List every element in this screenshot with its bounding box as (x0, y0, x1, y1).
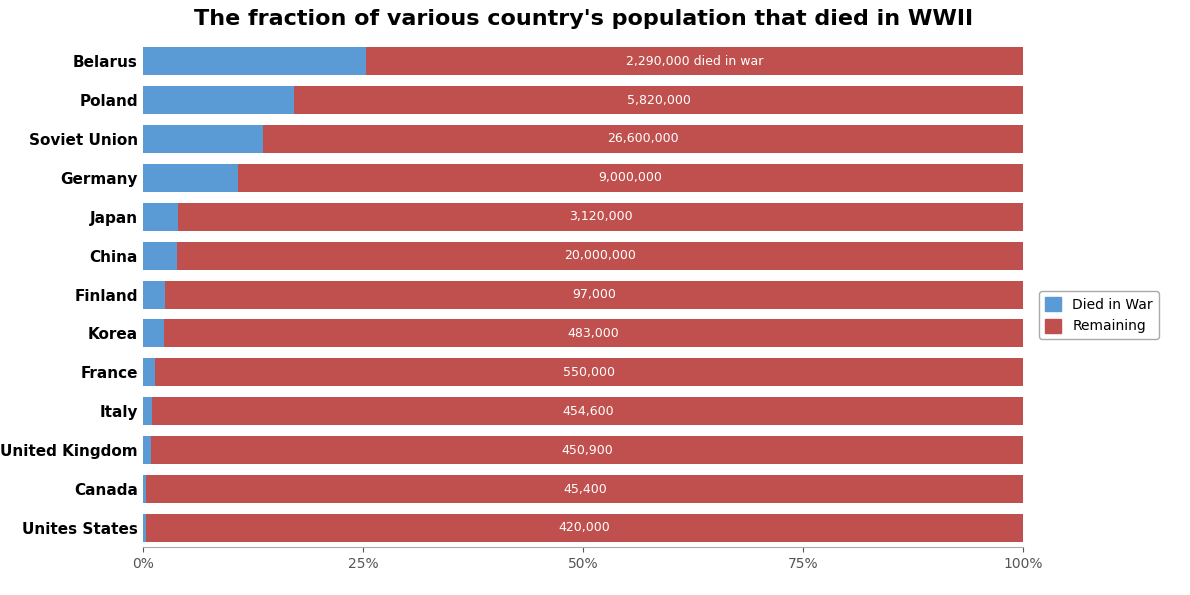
Bar (143, 475, 146, 503)
Bar (143, 86, 294, 114)
Bar (143, 125, 263, 153)
Bar (143, 280, 165, 309)
Bar (143, 436, 151, 464)
Bar (143, 514, 145, 542)
Text: 5,820,000: 5,820,000 (627, 93, 690, 107)
Bar (263, 125, 1023, 153)
Bar (145, 514, 1023, 542)
Bar (143, 358, 156, 386)
Text: 45,400: 45,400 (563, 483, 607, 496)
Text: 450,900: 450,900 (562, 444, 613, 456)
Bar (238, 164, 1023, 192)
Bar (143, 242, 177, 270)
Title: The fraction of various country's population that died in WWII: The fraction of various country's popula… (194, 9, 972, 29)
Text: 420,000: 420,000 (558, 521, 610, 534)
Bar (156, 358, 1023, 386)
Bar (152, 397, 1023, 425)
Bar (163, 320, 1023, 347)
Bar (143, 320, 163, 347)
Bar (146, 475, 1023, 503)
Bar (143, 203, 178, 231)
Text: 20,000,000: 20,000,000 (564, 249, 635, 262)
Text: 454,600: 454,600 (562, 405, 614, 418)
Bar (294, 86, 1023, 114)
Bar (177, 242, 1023, 270)
Text: 550,000: 550,000 (563, 366, 615, 379)
Text: 9,000,000: 9,000,000 (599, 171, 663, 184)
Text: 26,600,000: 26,600,000 (608, 133, 679, 145)
Text: 2,290,000 died in war: 2,290,000 died in war (626, 55, 763, 68)
Bar (143, 164, 238, 192)
Bar (143, 47, 365, 75)
Bar (165, 280, 1023, 309)
Bar (151, 436, 1023, 464)
Legend: Died in War, Remaining: Died in War, Remaining (1039, 292, 1159, 339)
Text: 483,000: 483,000 (568, 327, 619, 340)
Bar (143, 397, 152, 425)
Bar (365, 47, 1023, 75)
Text: 97,000: 97,000 (572, 288, 616, 301)
Bar (178, 203, 1023, 231)
Text: 3,120,000: 3,120,000 (569, 210, 633, 223)
